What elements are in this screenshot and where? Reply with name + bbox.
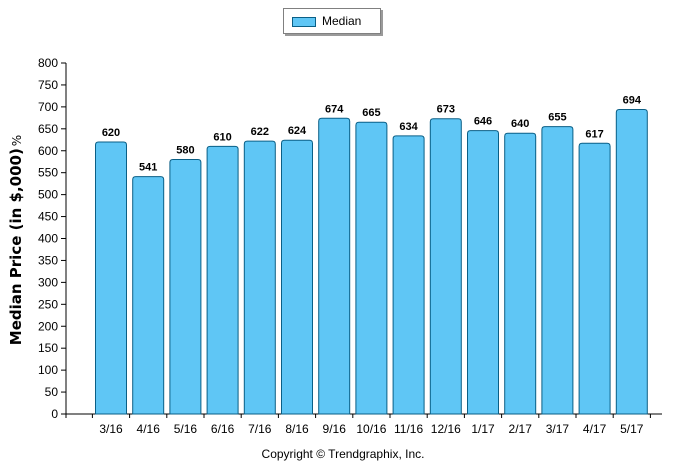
x-tick-label-4/17: 4/17	[583, 422, 607, 436]
data-label-3/17: 655	[548, 112, 566, 124]
data-label-1/17: 646	[474, 116, 492, 128]
data-label-2/17: 640	[511, 118, 529, 130]
data-label-4/17: 617	[585, 128, 603, 140]
legend-swatch-median	[292, 17, 316, 27]
x-tick-label-3/17: 3/17	[546, 422, 570, 436]
data-label-4/16: 541	[139, 162, 157, 174]
data-label-6/16: 610	[213, 131, 231, 143]
y-tick-label: 100	[38, 363, 58, 377]
y-tick-label: 650	[38, 122, 58, 136]
bar-4/16	[132, 176, 165, 415]
bar-4/17	[578, 142, 611, 415]
bar-12/16	[429, 118, 462, 415]
y-axis-title-suffix: %	[10, 134, 24, 147]
y-axis-title: Median Price (in $,000)%	[7, 135, 25, 345]
y-tick-label: 50	[45, 385, 59, 399]
data-label-8/16: 624	[288, 125, 307, 137]
y-tick-label: 200	[38, 319, 58, 333]
bar-3/16	[95, 141, 127, 415]
bar-3/17	[541, 126, 574, 415]
bar-2/17	[504, 132, 537, 415]
data-label-7/16: 622	[251, 126, 269, 138]
x-tick-label-6/16: 6/16	[211, 422, 235, 436]
data-label-5/16: 580	[176, 145, 194, 157]
y-tick-label: 350	[38, 253, 58, 267]
data-label-9/16: 674	[325, 103, 344, 115]
y-tick-label: 600	[38, 144, 58, 158]
data-label-11/16: 634	[399, 121, 418, 133]
y-tick-label: 400	[38, 232, 58, 246]
x-tick-label-5/17: 5/17	[620, 422, 644, 436]
data-label-10/16: 665	[362, 107, 380, 119]
bar-1/17	[467, 130, 499, 415]
bar-5/17	[615, 109, 648, 415]
data-label-3/16: 620	[102, 127, 120, 139]
bar-9/16	[318, 117, 351, 415]
y-axis-title-text: Median Price (in $,000)	[7, 148, 25, 346]
y-tick-label: 150	[38, 341, 58, 355]
y-tick-label: 300	[38, 275, 58, 289]
bar-5/16	[169, 159, 202, 415]
y-tick-label: 550	[38, 166, 58, 180]
y-tick-label: 800	[38, 56, 58, 70]
x-tick-label-11/16: 11/16	[394, 422, 423, 436]
x-tick-label-4/16: 4/16	[137, 422, 161, 436]
data-label-12/16: 673	[437, 104, 455, 116]
x-tick-label-10/16: 10/16	[356, 422, 386, 436]
bar-10/16	[355, 121, 388, 415]
x-tick-label-5/16: 5/16	[174, 422, 198, 436]
y-tick-label: 450	[38, 210, 58, 224]
y-tick-label: 0	[51, 407, 58, 421]
legend-label-median: Median	[322, 14, 362, 28]
bar-11/16	[392, 135, 425, 415]
y-tick-label: 750	[38, 78, 58, 92]
x-tick-label-2/17: 2/17	[509, 422, 533, 436]
bar-6/16	[206, 145, 239, 415]
y-tick-label: 250	[38, 297, 58, 311]
copyright-footer: Copyright © Trendgraphix, Inc.	[261, 447, 425, 461]
chart-legend: Median	[283, 8, 381, 34]
bar-8/16	[281, 139, 313, 415]
bar-7/16	[243, 140, 276, 415]
x-tick-label-8/16: 8/16	[285, 422, 309, 436]
y-tick-label: 500	[38, 188, 58, 202]
x-tick-label-1/17: 1/17	[471, 422, 495, 436]
x-tick-label-3/16: 3/16	[99, 422, 123, 436]
y-tick-label: 700	[38, 100, 58, 114]
x-tick-label-12/16: 12/16	[431, 422, 461, 436]
x-tick-label-7/16: 7/16	[248, 422, 272, 436]
data-label-5/17: 694	[623, 95, 642, 107]
x-tick-label-9/16: 9/16	[323, 422, 347, 436]
